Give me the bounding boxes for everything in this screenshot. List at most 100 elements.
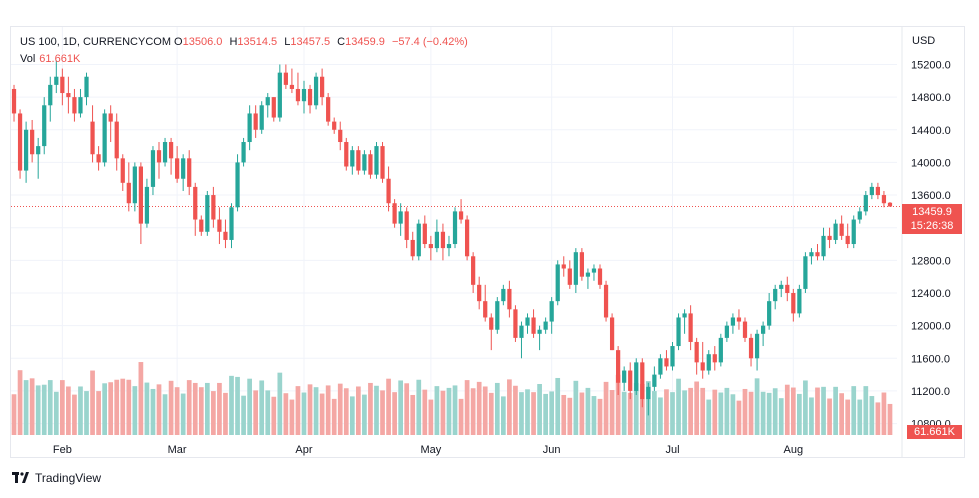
low-label: L — [284, 36, 291, 48]
volume-bar — [374, 385, 379, 435]
volume-bar — [11, 394, 17, 435]
volume-bar — [766, 392, 772, 435]
candle-body — [767, 301, 772, 326]
candle-body — [761, 325, 766, 334]
x-tick-label: Feb — [53, 444, 72, 456]
candle-body — [434, 231, 440, 249]
volume-bar — [307, 384, 313, 435]
x-tick-label: Aug — [784, 444, 804, 456]
candle-body — [380, 146, 385, 179]
low-value: 13457.5 — [290, 36, 331, 48]
tradingview-brand[interactable]: TradingView — [35, 471, 102, 485]
volume-bar — [362, 394, 367, 435]
volume-bar — [301, 392, 307, 435]
tradingview-logo-icon[interactable] — [12, 472, 30, 484]
candle-body — [628, 370, 633, 391]
volume-bar — [676, 378, 681, 435]
footer: TradingView — [12, 471, 101, 485]
volume-bar — [229, 375, 234, 435]
volume-bar — [615, 374, 621, 435]
volume-bar — [428, 399, 434, 435]
volume-bar — [464, 380, 470, 435]
volume-bar — [392, 392, 397, 435]
candle-body — [338, 129, 343, 143]
candle-body — [477, 284, 482, 302]
candle-body — [356, 150, 361, 171]
candle-body — [567, 268, 572, 285]
volume-bar — [851, 386, 857, 435]
currency-label[interactable]: USD — [912, 35, 936, 47]
candle-body — [869, 186, 874, 196]
volume-bar — [652, 391, 657, 435]
volume-bar — [494, 382, 500, 435]
candle-body — [887, 202, 893, 207]
volume-bar — [887, 403, 893, 435]
candle-body — [495, 301, 500, 330]
volume-bar — [513, 385, 518, 435]
candle-body — [555, 264, 560, 302]
y-tick-label: 12400.0 — [911, 288, 951, 300]
volume-bar — [549, 391, 555, 435]
candle-body — [374, 146, 379, 175]
candle-body — [247, 113, 252, 143]
volume-bar — [500, 396, 506, 435]
candle-body — [320, 76, 325, 98]
volume-bar — [156, 384, 162, 435]
candle-body — [748, 337, 754, 359]
candle-body — [11, 88, 17, 114]
candle-body — [803, 256, 808, 289]
candle-body — [458, 211, 464, 220]
volume-bar — [531, 392, 536, 435]
volume-bar — [126, 379, 132, 435]
volume-bar — [102, 383, 107, 435]
candle-body — [839, 223, 844, 236]
candle-body — [277, 72, 282, 118]
volume-bar — [132, 386, 138, 435]
candle-body — [223, 231, 228, 240]
x-tick-label: Mar — [168, 444, 187, 456]
volume-label[interactable]: Vol — [20, 53, 36, 65]
volume-bar — [217, 382, 222, 435]
candle-body — [428, 244, 433, 249]
volume-bar — [827, 398, 832, 435]
volume-bar — [29, 378, 35, 435]
candle-body — [525, 317, 530, 326]
candle-body — [561, 264, 566, 269]
volume-bar — [162, 394, 168, 435]
candle-body — [181, 158, 186, 179]
volume-bar — [204, 382, 210, 435]
candle-body — [537, 329, 542, 334]
last-price-value: 13459.9 — [912, 206, 952, 218]
candle-body — [211, 195, 216, 220]
volume-bar — [664, 389, 669, 435]
volume-bar — [815, 387, 820, 435]
volume-bar — [748, 391, 754, 435]
volume-bar — [41, 384, 47, 435]
volume-bar — [688, 387, 693, 435]
change-value: −57.4 (−0.42%) — [391, 36, 468, 48]
volume-bar — [368, 382, 373, 435]
candle-body — [646, 386, 651, 400]
volume-bar — [289, 399, 295, 435]
candle-body — [440, 231, 446, 249]
symbol-label[interactable]: US 100, 1D, CURRENCYCOM — [20, 36, 171, 48]
volume-bar — [84, 391, 89, 435]
volume-bar — [833, 386, 838, 435]
volume-bar — [476, 381, 482, 435]
x-tick-label: Jul — [665, 444, 679, 456]
volume-bar — [543, 393, 548, 435]
candle-body — [132, 166, 137, 204]
candle-body — [501, 288, 506, 302]
candle-body — [791, 292, 796, 314]
candle-body — [670, 346, 675, 367]
candle-body — [362, 154, 367, 171]
volume-bar — [507, 379, 512, 435]
candle-body — [193, 186, 198, 220]
candle-body — [815, 252, 820, 257]
volume-bar — [591, 396, 597, 435]
candle-body — [676, 317, 681, 347]
volume-bar — [537, 384, 542, 435]
volume-bar — [857, 399, 863, 435]
volume-bar — [633, 382, 639, 435]
